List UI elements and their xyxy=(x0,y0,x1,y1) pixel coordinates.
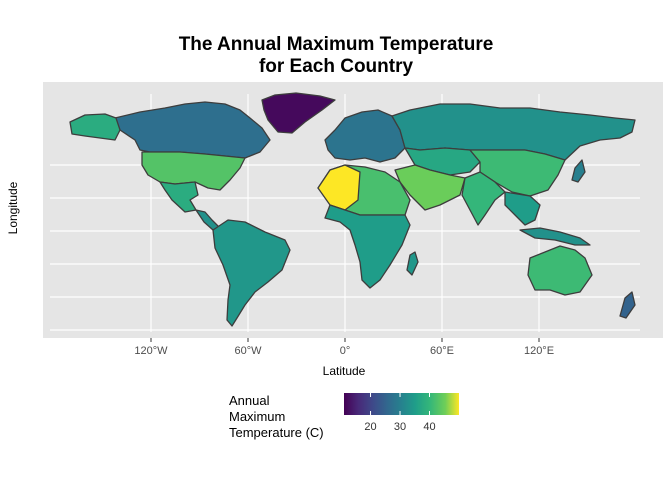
country-region: Arabia xyxy=(394,164,466,211)
legend-title-line-2: Maximum xyxy=(229,409,286,424)
x-tick-label: 0° xyxy=(340,345,351,357)
x-tick-label: 120°E xyxy=(524,345,554,357)
country-region: Canada xyxy=(114,101,271,159)
legend-tick-label: 30 xyxy=(394,421,406,433)
country-region: Sub-Saharan Africa xyxy=(324,204,411,289)
x-axis-label: Latitude xyxy=(322,364,366,378)
country-region: South America xyxy=(212,219,291,327)
country-region: United States xyxy=(141,151,246,191)
x-tick-label: 120°W xyxy=(134,345,168,357)
chart-title: The Annual Maximum Temperature for Each … xyxy=(0,34,672,78)
x-tick-label: 60°W xyxy=(234,345,262,357)
chart-title-line-1: The Annual Maximum Temperature xyxy=(178,34,494,55)
legend-tick-label: 20 xyxy=(364,421,376,433)
legend-title: Annual Maximum Temperature (C) xyxy=(229,393,324,441)
country-region: Greenland xyxy=(261,92,336,134)
country-region: Mexico xyxy=(159,181,199,213)
grid-lines xyxy=(50,94,640,397)
country-region: New Zealand xyxy=(619,291,636,319)
legend-colorbar xyxy=(344,393,459,415)
country-region: Alaska (USA) xyxy=(69,113,121,141)
country-region: India xyxy=(461,171,506,226)
legend-title-line-1: Annual xyxy=(229,393,270,408)
country-region: Southeast Asia xyxy=(504,191,541,226)
country-region: Madagascar xyxy=(406,251,419,276)
x-tick-label: 60°E xyxy=(430,345,454,357)
country-region: Indonesia xyxy=(519,227,591,246)
country-polygons: GreenlandCanadaAlaska (USA) United States… xyxy=(69,92,636,327)
country-region: Australia xyxy=(527,245,593,296)
legend-ticks: 20 30 40 xyxy=(364,393,436,433)
legend-tick-label: 40 xyxy=(423,421,435,433)
chart-title-line-2: for Each Country xyxy=(258,56,414,77)
x-axis-ticks: 120°W 60°W 0° 60°E 120°E xyxy=(134,338,554,357)
country-region: Japan xyxy=(571,159,586,183)
legend-title-line-3: Temperature (C) xyxy=(229,425,324,440)
